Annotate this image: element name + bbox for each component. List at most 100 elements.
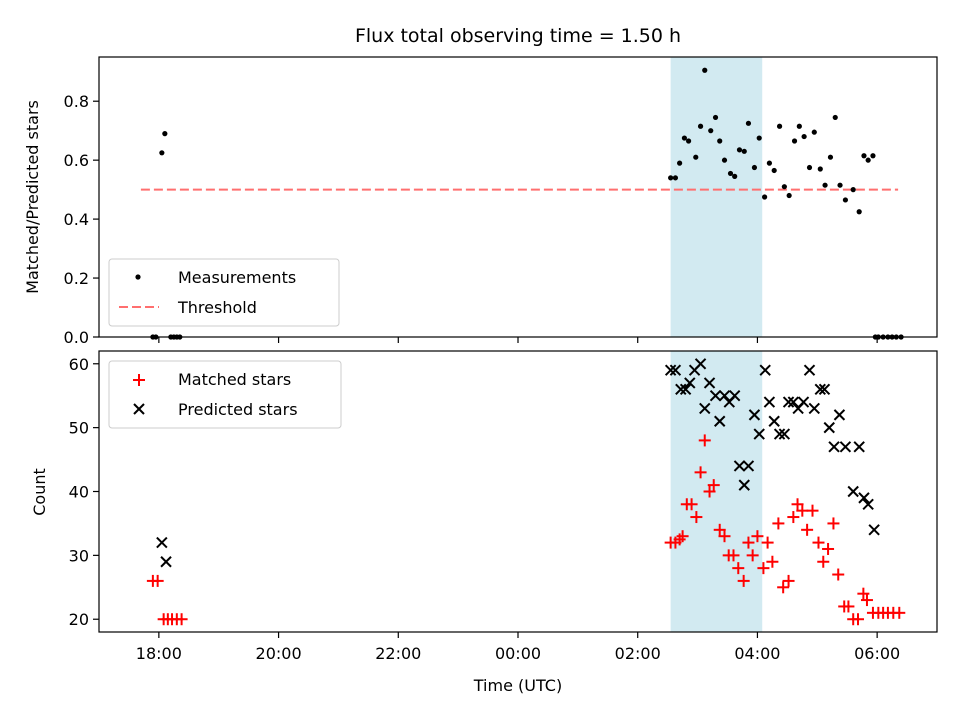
measurement-point xyxy=(817,166,823,172)
matched-star-point xyxy=(757,562,770,575)
matched-star-point xyxy=(822,542,835,555)
matched-star-point xyxy=(742,536,755,549)
predicted-star-point xyxy=(748,409,761,421)
measurement-point xyxy=(861,153,867,159)
measurement-point xyxy=(842,197,849,203)
matched-star-point xyxy=(698,434,711,447)
predicted-star-point xyxy=(814,383,826,396)
matched-star-point xyxy=(812,536,825,549)
predicted-star-point xyxy=(823,421,835,434)
predicted-star-point xyxy=(675,383,687,396)
measurement-point xyxy=(796,123,802,129)
predicted-star-point xyxy=(160,556,172,568)
matched-star-point xyxy=(772,517,785,530)
measurement-point xyxy=(856,209,862,215)
measurement-point xyxy=(727,170,734,177)
predicted-star-point xyxy=(763,396,776,408)
matched-star-point xyxy=(801,523,814,536)
measurement-point xyxy=(162,131,168,137)
predicted-star-point xyxy=(808,402,820,415)
measurement-point xyxy=(702,67,708,73)
predicted-star-point xyxy=(797,396,810,408)
top-panel-legend-box xyxy=(108,258,340,327)
top-panel-x-ticks xyxy=(158,337,878,343)
predicted-star-point xyxy=(728,389,741,402)
legend-threshold-label: Threshold xyxy=(177,298,257,317)
measurement-point xyxy=(811,129,817,135)
top-panel-highlight-span xyxy=(670,57,763,337)
measurement-point xyxy=(672,175,679,181)
matched-star-point xyxy=(893,606,906,619)
top-panel-y-tick-label: 0.2 xyxy=(64,269,89,288)
predicted-star-point xyxy=(738,479,750,491)
top-panel-y-tick-label: 0.6 xyxy=(64,151,89,170)
bottom-panel-legend-box xyxy=(108,360,342,429)
measurement-point xyxy=(786,192,792,199)
x-tick-label: 02:00 xyxy=(615,644,661,663)
matched-star-point xyxy=(777,581,790,594)
legend-predicted-stars-marker xyxy=(133,403,145,415)
measurement-point xyxy=(717,138,723,144)
predicted-star-point xyxy=(828,441,840,453)
measurement-point xyxy=(762,194,768,200)
matched-star-point xyxy=(787,511,800,524)
measurement-point xyxy=(766,160,773,166)
top-panel-y-tick-label: 0.4 xyxy=(64,210,89,229)
x-axis-label: Time (UTC) xyxy=(473,676,562,695)
predicted-star-point xyxy=(694,358,707,370)
predicted-star-point xyxy=(742,460,755,472)
measurement-point xyxy=(870,153,876,159)
chart-title: Flux total observing time = 1.50 h xyxy=(355,25,681,47)
top-panel-y-axis-label: Matched/Predicted stars xyxy=(23,100,42,294)
predicted-stars-series xyxy=(156,358,880,568)
measurement-point xyxy=(681,135,688,141)
predicted-star-point xyxy=(839,441,852,453)
matched-star-point xyxy=(860,594,873,607)
legend-matched-stars-marker xyxy=(133,374,145,386)
matched-star-point xyxy=(766,555,779,568)
predicted-star-point xyxy=(782,396,795,408)
measurement-point xyxy=(865,157,871,163)
predicted-star-point xyxy=(818,383,831,396)
predicted-star-point xyxy=(778,428,791,440)
predicted-star-point xyxy=(664,364,677,376)
legend-measurements-label: Measurements xyxy=(178,268,296,287)
predicted-star-point xyxy=(853,441,865,453)
matched-star-point xyxy=(761,536,774,549)
predicted-star-point xyxy=(669,364,682,376)
matched-star-point xyxy=(690,511,703,524)
predicted-star-point xyxy=(787,396,800,408)
predicted-star-point xyxy=(699,402,711,415)
predicted-star-point xyxy=(156,536,168,549)
measurement-point xyxy=(806,164,813,171)
measurement-point xyxy=(791,138,798,144)
measurement-point xyxy=(776,123,783,129)
measurement-point xyxy=(801,133,807,140)
legend-matched-stars-label: Matched stars xyxy=(178,370,291,389)
measurement-point xyxy=(668,175,674,181)
x-tick-label: 18:00 xyxy=(136,644,182,663)
matched-star-point xyxy=(151,574,164,587)
predicted-star-point xyxy=(862,498,874,510)
matched-star-point xyxy=(746,549,759,562)
bottom-panel-legend: Matched stars Predicted stars xyxy=(108,360,342,429)
measurement-point xyxy=(771,167,777,174)
bottom-panel-y-tick-label: 40 xyxy=(69,483,89,502)
bottom-panel-y-tick-label: 50 xyxy=(69,419,89,438)
matched-star-point xyxy=(857,587,870,600)
top-panel: 0.00.20.40.60.8 Matched/Predicted stars … xyxy=(23,56,938,347)
measurement-point xyxy=(159,150,165,156)
measurement-point xyxy=(693,154,699,160)
measurement-point xyxy=(697,123,704,129)
predicted-star-point xyxy=(703,377,716,389)
measurement-point xyxy=(685,138,692,144)
bottom-panel-y-axis-label: Count xyxy=(30,468,49,516)
matched-star-point xyxy=(707,479,720,492)
predicted-star-point xyxy=(759,364,771,376)
matched-star-point xyxy=(737,574,750,587)
top-panel-y-tick-label: 0.0 xyxy=(64,328,89,347)
bottom-panel-y-tick-label: 60 xyxy=(69,355,89,374)
matched-star-point xyxy=(694,466,707,479)
legend-predicted-stars-label: Predicted stars xyxy=(178,400,298,419)
